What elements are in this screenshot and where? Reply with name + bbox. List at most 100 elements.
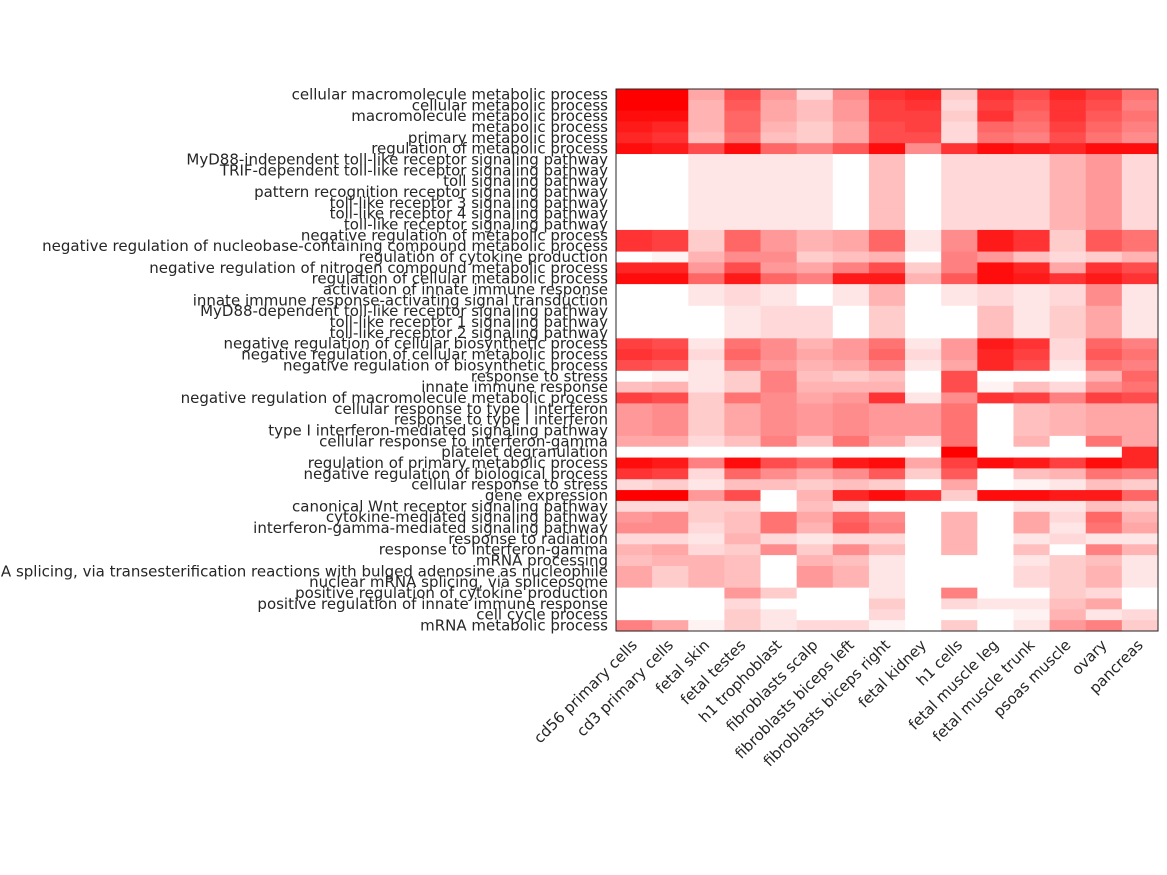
heatmap-cell	[977, 229, 1015, 242]
heatmap-cell	[688, 360, 725, 372]
heatmap-cell	[1013, 262, 1051, 274]
row-label: negative regulation of biological proces…	[304, 465, 609, 483]
heatmap-cell	[652, 327, 689, 339]
heatmap-cell	[760, 143, 798, 155]
heatmap-cell	[1013, 609, 1051, 621]
heatmap-cell	[1013, 392, 1051, 404]
heatmap-cell	[724, 208, 762, 220]
row-label: response to radiation	[448, 530, 608, 548]
heatmap-cell	[977, 208, 1015, 220]
heatmap-cell	[1085, 435, 1123, 448]
heatmap-cell	[1085, 229, 1123, 242]
heatmap-cell	[1121, 425, 1159, 437]
heatmap-cell	[760, 219, 798, 231]
heatmap-cell	[616, 392, 653, 404]
row-label: pattern recognition receptor signaling p…	[254, 183, 608, 201]
heatmap-cell	[1121, 219, 1159, 231]
row-label: response to interferon-gamma	[379, 541, 608, 559]
heatmap-cell	[868, 240, 906, 253]
heatmap-cell	[977, 110, 1015, 123]
heatmap-cell	[868, 533, 906, 545]
heatmap-cell	[1013, 620, 1051, 632]
row-label: negative regulation of nucleobase-contai…	[42, 237, 608, 255]
heatmap-cell	[1121, 587, 1159, 600]
heatmap-cell	[760, 164, 798, 177]
heatmap-cell	[868, 327, 906, 339]
heatmap-cell	[1049, 609, 1087, 621]
heatmap-cell	[1085, 490, 1123, 502]
heatmap-cell	[724, 511, 762, 524]
heatmap-cell	[1085, 457, 1123, 469]
heatmap-cell	[832, 240, 870, 253]
heatmap-cell	[941, 240, 978, 253]
heatmap-cell	[796, 208, 834, 220]
heatmap-cell	[832, 587, 870, 600]
row-label: type I interferon-mediated signaling pat…	[268, 421, 608, 439]
heatmap-cell	[1013, 121, 1051, 133]
heatmap-cell	[1049, 522, 1087, 535]
heatmap-cell	[1121, 598, 1159, 610]
heatmap-cell	[616, 598, 653, 610]
heatmap-cell	[868, 414, 906, 426]
heatmap-cell	[1013, 360, 1051, 372]
heatmap-cell	[905, 533, 942, 545]
row-label: TRIF-dependent toll-like receptor signal…	[219, 161, 608, 179]
heatmap-cell	[977, 284, 1015, 296]
heatmap-cell	[1085, 370, 1123, 383]
heatmap-cell	[724, 338, 762, 350]
heatmap-cell	[652, 468, 689, 480]
heatmap-cell	[977, 370, 1015, 383]
heatmap-cell	[1013, 468, 1051, 480]
heatmap-cell	[832, 251, 870, 264]
heatmap-cell	[977, 555, 1015, 567]
row-label: toll-like receptor signaling pathway	[344, 216, 608, 234]
heatmap-cell	[1121, 414, 1159, 426]
heatmap-cell	[1121, 132, 1159, 144]
heatmap-cell	[977, 175, 1015, 188]
row-label: cell cycle process	[476, 606, 608, 624]
heatmap-cell	[905, 555, 942, 567]
heatmap-cell	[1085, 403, 1123, 415]
row-label: negative regulation of biosynthetic proc…	[283, 356, 608, 374]
heatmap-cell	[832, 511, 870, 524]
heatmap-cell	[652, 381, 689, 394]
heatmap-cell	[652, 414, 689, 426]
heatmap-cell	[652, 219, 689, 231]
heatmap-cell	[652, 273, 689, 285]
heatmap-cell	[1121, 240, 1159, 253]
heatmap-cell	[905, 273, 942, 285]
heatmap-cell	[977, 587, 1015, 600]
heatmap-cell	[724, 435, 762, 448]
heatmap-cell	[760, 89, 798, 101]
heatmap-cell	[616, 338, 653, 350]
heatmap-cell	[1013, 511, 1051, 524]
heatmap-cell	[760, 392, 798, 404]
heatmap-cell	[688, 143, 725, 155]
heatmap-cell	[688, 490, 725, 502]
heatmap-cell	[724, 305, 762, 318]
heatmap-cell	[977, 219, 1015, 231]
heatmap-cell	[1121, 99, 1159, 112]
heatmap-cell	[977, 132, 1015, 144]
heatmap-cell	[905, 143, 942, 155]
row-label: platelet degranulation	[441, 443, 608, 461]
heatmap-cell	[652, 316, 689, 329]
heatmap-cell	[1085, 565, 1123, 578]
heatmap-cell	[688, 186, 725, 198]
heatmap-cell	[905, 403, 942, 415]
heatmap-cell	[724, 490, 762, 502]
heatmap-cell	[1049, 403, 1087, 415]
heatmap-cell	[1121, 154, 1159, 166]
heatmap-cell	[1085, 197, 1123, 209]
row-label: regulation of metabolic process	[371, 140, 608, 158]
heatmap-cell	[832, 360, 870, 372]
heatmap-cell	[796, 338, 834, 350]
heatmap-cell	[1085, 544, 1123, 556]
heatmap-cell	[616, 414, 653, 426]
heatmap-cell	[832, 414, 870, 426]
heatmap-cell	[760, 251, 798, 264]
heatmap-cell	[616, 121, 653, 133]
heatmap-cell	[796, 186, 834, 198]
row-label: activation of innate immune response	[323, 281, 608, 299]
row-label: negative regulation of cellular metaboli…	[241, 346, 608, 364]
